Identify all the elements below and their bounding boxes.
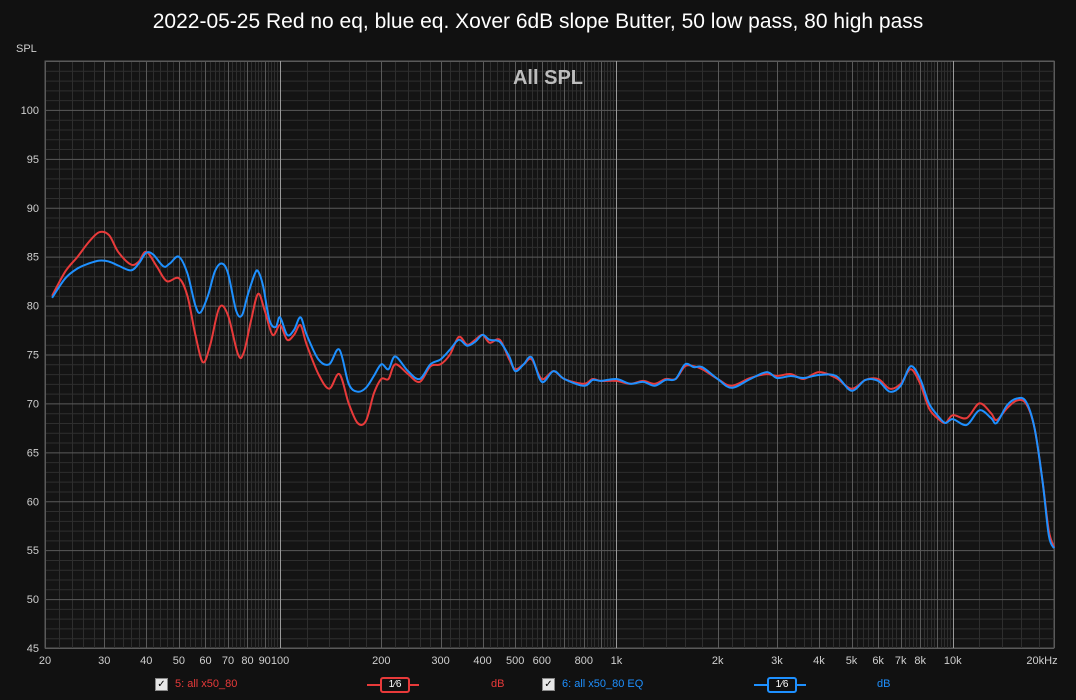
x-tick-label: 80 — [241, 655, 253, 667]
x-tick-label: 400 — [473, 655, 491, 667]
y-tick-label: 100 — [21, 105, 39, 117]
x-tick-label: 60 — [199, 655, 211, 667]
x-tick-label: 300 — [431, 655, 449, 667]
y-tick-label: 65 — [27, 447, 39, 459]
x-tick-label: 500 — [506, 655, 524, 667]
y-tick-label: 50 — [27, 594, 39, 606]
x-tick-label: 2k — [712, 655, 724, 667]
series-2-legend-label: 6: all x50_80 EQ — [562, 678, 644, 690]
series-2-smoothing-control[interactable]: 1⁄6 — [754, 677, 806, 693]
y-tick-label: 55 — [27, 545, 39, 557]
y-tick-label: 75 — [27, 350, 39, 362]
x-tick-label: 7k — [895, 655, 907, 667]
x-tick-label: 100 — [271, 655, 289, 667]
series-layer — [51, 230, 1055, 549]
x-tick-label: 20 — [39, 655, 51, 667]
x-tick-label: 5k — [846, 655, 858, 667]
series-2-smoothing-label: 1⁄6 — [767, 677, 797, 693]
x-tick-label: 70 — [222, 655, 234, 667]
chart-title: 2022-05-25 Red no eq, blue eq. Xover 6dB… — [152, 10, 924, 33]
x-tick-label: 6k — [872, 655, 884, 667]
x-tick-label: 40 — [140, 655, 152, 667]
series-1-legend-label: 5: all x50_80 — [175, 678, 238, 690]
y-tick-label: 70 — [27, 398, 39, 410]
y-tick-label: 85 — [27, 252, 39, 264]
series-line-2 — [51, 251, 1055, 549]
x-axis-ticks: 20 30 40 50 60 70 80 90 100 200 300 400 500 600 800 1k 2… — [39, 655, 1058, 667]
x-tick-label: 20kHz — [1026, 655, 1057, 667]
x-tick-label: 90 — [259, 655, 271, 667]
x-tick-label: 800 — [575, 655, 593, 667]
x-tick-label: 10k — [944, 655, 962, 667]
y-tick-label: 45 — [27, 643, 39, 655]
major-grid — [45, 61, 1055, 649]
y-tick-label: 60 — [27, 496, 39, 508]
series-1-smoothing-label: 1⁄6 — [380, 677, 410, 693]
y-tick-label: 80 — [27, 301, 39, 313]
y-tick-label: 90 — [27, 203, 39, 215]
series-1-unit: dB — [491, 678, 505, 690]
x-tick-label: 200 — [372, 655, 390, 667]
series-1-smoothing-control[interactable]: 1⁄6 — [367, 677, 419, 693]
series-2-checkbox[interactable]: ✓ — [542, 678, 555, 691]
x-tick-label: 50 — [173, 655, 185, 667]
series-1-checkbox[interactable]: ✓ — [155, 678, 168, 691]
x-tick-label: 4k — [813, 655, 825, 667]
series-2-unit: dB — [877, 678, 891, 690]
y-axis-ticks: 45 50 55 60 65 70 75 80 85 90 95 100 — [21, 105, 39, 655]
y-axis-label: SPL — [16, 43, 37, 55]
x-tick-label: 1k — [611, 655, 623, 667]
x-tick-label: 600 — [533, 655, 551, 667]
x-tick-label: 8k — [914, 655, 926, 667]
y-tick-label: 95 — [27, 154, 39, 166]
x-tick-label: 30 — [98, 655, 110, 667]
x-tick-label: 3k — [771, 655, 783, 667]
chart-subtitle: All SPL — [513, 67, 583, 89]
